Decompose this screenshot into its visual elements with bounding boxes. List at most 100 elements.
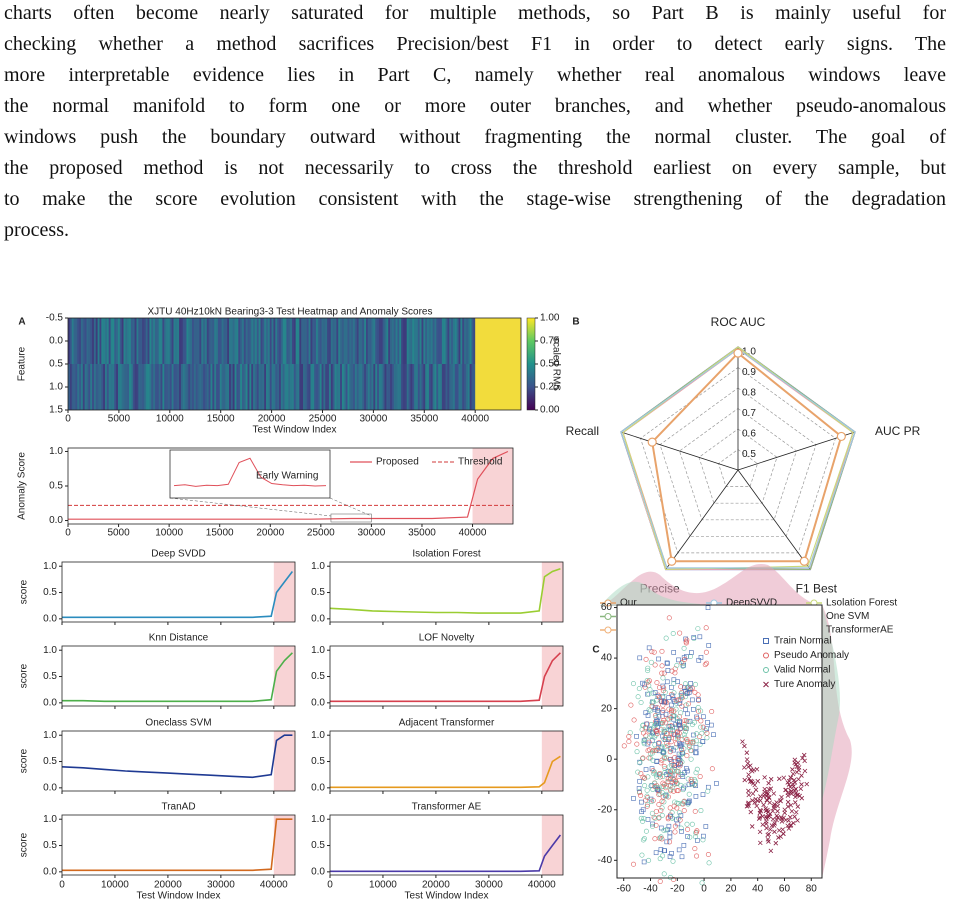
- scatter-texture: [766, 780, 771, 786]
- heatmap-texture: [467, 364, 471, 410]
- scatter-texture: [695, 692, 701, 698]
- scatter-texture: [693, 834, 699, 840]
- heatmap-texture: [414, 318, 417, 364]
- heatmap-texture: [417, 364, 421, 410]
- heatmap-texture: [260, 364, 263, 410]
- scatter-texture: [635, 694, 641, 700]
- heatmap-texture: [410, 318, 413, 364]
- scatter-texture: [659, 805, 665, 811]
- axes-frame: [329, 561, 564, 623]
- y-tick-label: -0.5: [46, 313, 64, 324]
- scatter-texture: [646, 691, 652, 697]
- heatmap-texture: [308, 364, 311, 410]
- scatter-texture: [653, 705, 658, 710]
- scatter-texture: [780, 827, 786, 832]
- heatmap-texture: [143, 364, 147, 410]
- heatmap-texture: [343, 318, 347, 364]
- scatter-texture: [666, 615, 672, 621]
- scatter-texture: [690, 697, 695, 703]
- heatmap-texture: [308, 318, 311, 364]
- heatmap-texture: [136, 318, 139, 364]
- heatmap-texture: [443, 364, 446, 410]
- heatmap-texture: [227, 318, 230, 364]
- legend-label: One SVM: [826, 611, 869, 622]
- scatter-texture: [685, 701, 691, 707]
- scatter-texture: [792, 814, 797, 819]
- heatmap-texture: [375, 364, 378, 410]
- heatmap-texture: [415, 318, 419, 364]
- scatter-texture: [677, 817, 683, 823]
- scatter-texture: [785, 793, 791, 798]
- heatmap-texture: [391, 364, 395, 410]
- heatmap-texture: [179, 318, 182, 364]
- scatter-texture: [674, 715, 680, 721]
- scatter-texture: [761, 793, 766, 799]
- heatmap-texture: [462, 318, 465, 364]
- radar-spoke: [737, 469, 811, 570]
- scatter-texture: [657, 685, 663, 691]
- scatter-texture: [758, 840, 763, 846]
- legend-label: Valid Normal: [774, 665, 831, 676]
- scatter-texture: [679, 759, 685, 765]
- scatter-texture: [681, 808, 687, 814]
- scatter-texture: [677, 725, 683, 731]
- heatmap-texture: [380, 364, 384, 410]
- scatter-texture: [653, 822, 659, 828]
- scatter-texture: [760, 822, 766, 827]
- scatter-texture: [640, 680, 645, 686]
- heatmap-texture: [443, 318, 446, 364]
- scatter-texture: [645, 665, 651, 671]
- score-line: [330, 755, 561, 789]
- heatmap-texture: [210, 318, 213, 364]
- scatter-texture: [793, 794, 798, 800]
- axis-label: F1 Best: [796, 582, 838, 596]
- scatter-texture: [770, 808, 775, 814]
- axes-frame: [616, 604, 823, 879]
- scatter-texture: [768, 776, 774, 782]
- scatter-texture: [689, 685, 695, 691]
- heatmap-texture: [378, 318, 382, 364]
- heatmap-texture: [262, 364, 265, 410]
- scatter-texture: [684, 691, 690, 696]
- scatter-texture: [640, 755, 646, 761]
- scatter-texture: [709, 766, 715, 772]
- heatmap-texture: [69, 318, 73, 364]
- score-line: [330, 652, 561, 703]
- panel-label: C: [592, 645, 599, 656]
- heatmap-texture: [408, 364, 411, 410]
- scatter-texture: [688, 756, 694, 762]
- radar-spoke: [665, 469, 739, 570]
- scatter-texture: [636, 786, 642, 791]
- scatter-texture: [774, 813, 780, 819]
- x-tick-label: -60: [616, 884, 631, 895]
- scatter-texture: [692, 681, 698, 687]
- anomaly-region: [541, 646, 563, 706]
- scatter-texture: [689, 781, 695, 786]
- x-tick-label: 20000: [258, 414, 286, 425]
- anomaly-region: [472, 448, 513, 524]
- heatmap-texture: [382, 318, 385, 364]
- heatmap-texture: [423, 318, 426, 364]
- heatmap-texture: [278, 318, 282, 364]
- heatmap-texture: [412, 318, 415, 364]
- legend-label: DeepSVVD: [726, 598, 777, 609]
- heatmap-texture: [260, 318, 263, 364]
- scatter-texture: [643, 733, 649, 739]
- heatmap-texture: [297, 364, 300, 410]
- colorbar-tick-label: 0.25: [540, 382, 560, 393]
- heatmap-texture: [136, 364, 139, 410]
- heatmap-texture: [349, 364, 352, 410]
- scatter-texture: [654, 774, 660, 780]
- heatmap-texture: [441, 318, 445, 364]
- scatter-texture: [679, 736, 685, 742]
- heatmap-texture: [93, 364, 97, 410]
- heatmap-texture: [314, 318, 317, 364]
- heatmap-texture: [358, 364, 361, 410]
- heatmap-texture: [216, 364, 219, 410]
- scatter-texture: [709, 722, 714, 728]
- scatter-texture: [796, 776, 801, 782]
- scatter-texture: [684, 821, 690, 827]
- scatter-texture: [754, 766, 760, 772]
- scatter-texture: [675, 679, 680, 685]
- scatter-texture: [703, 649, 709, 655]
